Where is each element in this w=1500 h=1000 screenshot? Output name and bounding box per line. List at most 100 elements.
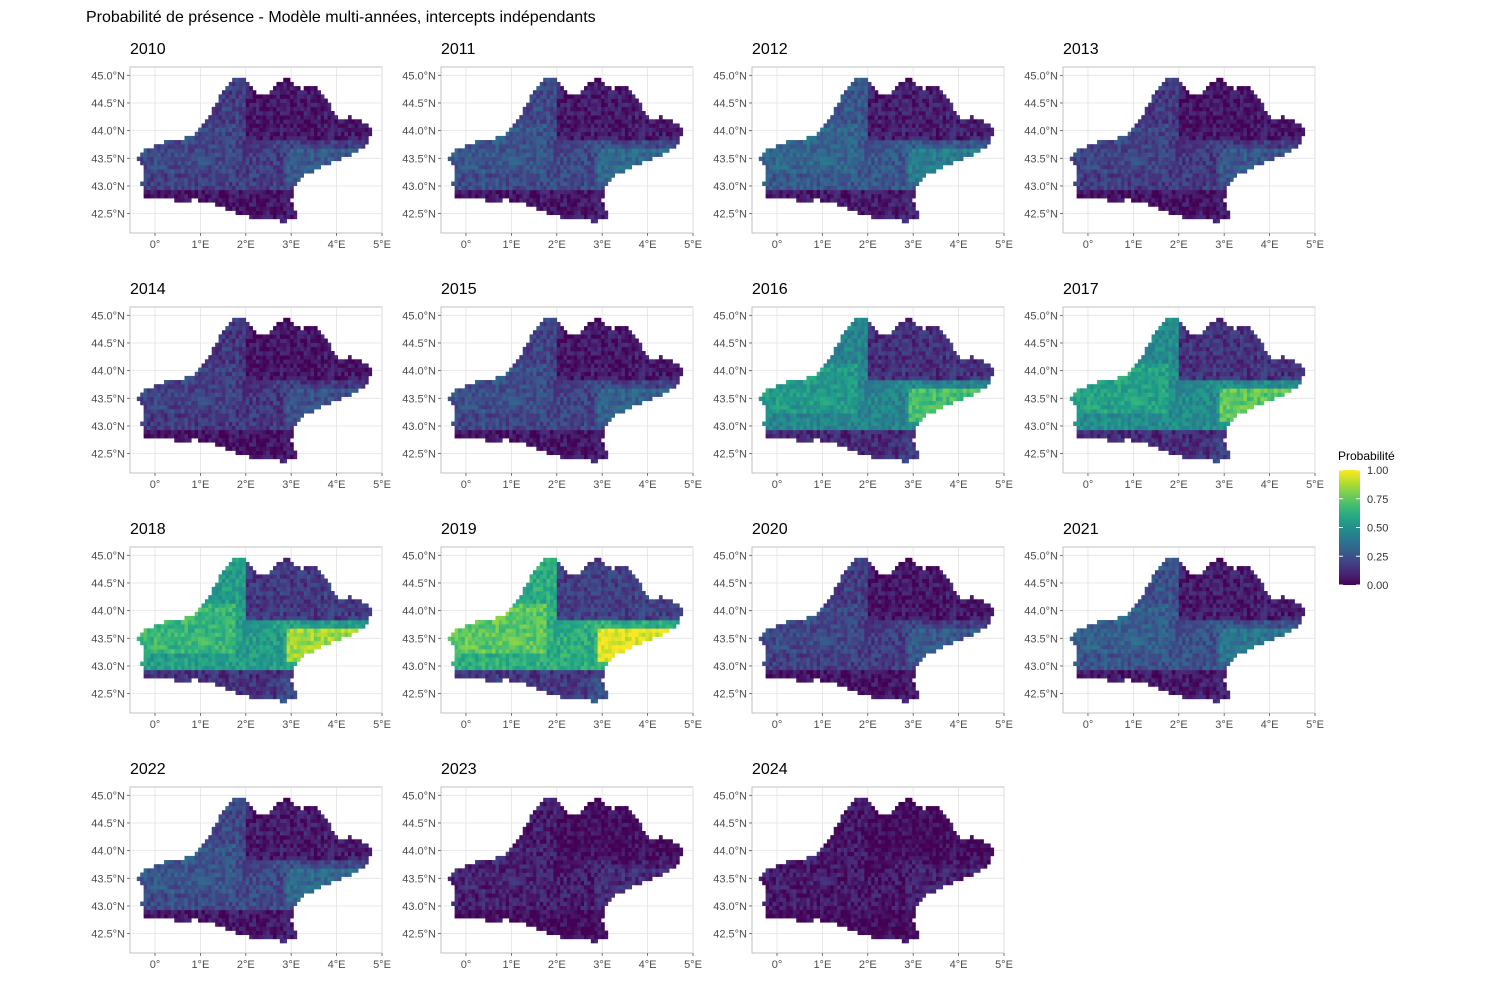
y-tick-label: 43.0°N xyxy=(91,421,125,433)
y-tick-label: 43.5°N xyxy=(1024,393,1058,405)
x-tick-label: 2°E xyxy=(548,479,566,491)
panel-title: 2022 xyxy=(130,761,166,778)
y-tick-label: 45.0°N xyxy=(713,550,747,562)
x-tick-label: 0° xyxy=(461,719,472,731)
y-tick-label: 44.0°N xyxy=(402,846,436,858)
x-tick-label: 5°E xyxy=(373,719,391,731)
x-tick-label: 4°E xyxy=(1261,719,1279,731)
x-tick-label: 1°E xyxy=(502,719,520,731)
legend-tick-label: 0.50 xyxy=(1367,523,1388,535)
y-tick-label: 44.5°N xyxy=(402,578,436,590)
x-tick-label: 1°E xyxy=(191,719,209,731)
y-tick-label: 42.5°N xyxy=(91,209,125,221)
panels: 2010 0° 1°E 2°E 3°E 4°E 5°E 42.5°N 43.0°N 43.5°N 4… xyxy=(91,41,1324,971)
probability-raster xyxy=(1069,557,1306,704)
y-tick-label: 42.5°N xyxy=(91,689,125,701)
panel-title: 2015 xyxy=(441,281,477,298)
x-tick-label: 1°E xyxy=(191,959,209,971)
y-tick-label: 42.5°N xyxy=(713,449,747,461)
x-tick-label: 0° xyxy=(461,959,472,971)
x-tick-label: 4°E xyxy=(950,239,968,251)
panel-2015: 2015 0° 1°E 2°E 3°E 4°E 5°E 42.5°N 43.0°N 43.5°N 4… xyxy=(402,281,702,491)
probability-raster xyxy=(136,557,373,704)
x-tick-label: 4°E xyxy=(950,719,968,731)
panel-2021: 2021 0° 1°E 2°E 3°E 4°E 5°E 42.5°N 43.0°N 43.5°N 4… xyxy=(1024,521,1324,731)
y-tick-label: 44.0°N xyxy=(91,846,125,858)
y-tick-label: 43.0°N xyxy=(1024,661,1058,673)
x-tick-label: 3°E xyxy=(1215,719,1233,731)
y-tick-label: 44.5°N xyxy=(713,818,747,830)
y-tick-label: 43.5°N xyxy=(402,873,436,885)
x-tick-label: 2°E xyxy=(237,719,255,731)
x-tick-label: 3°E xyxy=(904,239,922,251)
probability-raster xyxy=(1069,317,1306,464)
x-tick-label: 1°E xyxy=(191,479,209,491)
x-tick-label: 0° xyxy=(150,479,161,491)
x-tick-label: 0° xyxy=(772,239,783,251)
y-tick-label: 43.5°N xyxy=(1024,633,1058,645)
y-tick-label: 43.0°N xyxy=(713,901,747,913)
x-tick-label: 5°E xyxy=(995,959,1013,971)
x-tick-label: 5°E xyxy=(373,959,391,971)
x-tick-label: 2°E xyxy=(237,239,255,251)
y-tick-label: 43.0°N xyxy=(713,421,747,433)
probability-raster xyxy=(447,797,684,944)
x-tick-label: 1°E xyxy=(813,479,831,491)
x-tick-label: 4°E xyxy=(639,959,657,971)
legend: Probabilité 1.00 0.75 0.50 0.25 0.00 xyxy=(1338,449,1395,592)
y-tick-label: 44.5°N xyxy=(91,338,125,350)
x-tick-label: 0° xyxy=(772,479,783,491)
x-tick-label: 1°E xyxy=(502,239,520,251)
y-tick-label: 42.5°N xyxy=(91,449,125,461)
y-tick-label: 44.5°N xyxy=(402,98,436,110)
figure-title: Probabilité de présence - Modèle multi-a… xyxy=(86,9,596,26)
panel-title: 2013 xyxy=(1063,41,1099,58)
y-tick-label: 44.5°N xyxy=(713,338,747,350)
y-tick-label: 43.0°N xyxy=(713,661,747,673)
panel-title: 2010 xyxy=(130,41,166,58)
x-tick-label: 1°E xyxy=(813,719,831,731)
x-tick-label: 3°E xyxy=(904,479,922,491)
panel-title: 2016 xyxy=(752,281,788,298)
legend-title: Probabilité xyxy=(1338,449,1395,463)
x-tick-label: 1°E xyxy=(502,479,520,491)
x-tick-label: 3°E xyxy=(282,719,300,731)
panel-2016: 2016 0° 1°E 2°E 3°E 4°E 5°E 42.5°N 43.0°N 43.5°N 4… xyxy=(713,281,1013,491)
y-tick-label: 42.5°N xyxy=(402,689,436,701)
y-tick-label: 43.0°N xyxy=(91,661,125,673)
panel-title: 2018 xyxy=(130,521,166,538)
y-tick-label: 43.5°N xyxy=(402,393,436,405)
y-tick-label: 45.0°N xyxy=(91,790,125,802)
x-tick-label: 2°E xyxy=(859,959,877,971)
x-tick-label: 4°E xyxy=(639,239,657,251)
y-tick-label: 44.5°N xyxy=(1024,338,1058,350)
y-tick-label: 44.0°N xyxy=(713,126,747,138)
panel-2011: 2011 0° 1°E 2°E 3°E 4°E 5°E 42.5°N 43.0°N 43.5°N 4… xyxy=(402,41,702,251)
legend-tick-label: 0.75 xyxy=(1367,494,1388,506)
y-tick-label: 43.5°N xyxy=(91,393,125,405)
y-tick-label: 44.5°N xyxy=(1024,98,1058,110)
panel-2018: 2018 0° 1°E 2°E 3°E 4°E 5°E 42.5°N 43.0°N 43.5°N 4… xyxy=(91,521,391,731)
y-tick-label: 42.5°N xyxy=(402,209,436,221)
x-tick-label: 1°E xyxy=(1124,719,1142,731)
y-tick-label: 45.0°N xyxy=(1024,70,1058,82)
y-tick-label: 44.0°N xyxy=(1024,366,1058,378)
panel-2019: 2019 0° 1°E 2°E 3°E 4°E 5°E 42.5°N 43.0°N 43.5°N 4… xyxy=(402,521,702,731)
x-tick-label: 0° xyxy=(772,719,783,731)
y-tick-label: 44.5°N xyxy=(713,98,747,110)
panel-2012: 2012 0° 1°E 2°E 3°E 4°E 5°E 42.5°N 43.0°N 43.5°N 4… xyxy=(713,41,1013,251)
y-tick-label: 44.0°N xyxy=(402,606,436,618)
y-tick-label: 43.5°N xyxy=(713,633,747,645)
probability-raster xyxy=(447,317,684,464)
y-tick-label: 42.5°N xyxy=(91,929,125,941)
x-tick-label: 3°E xyxy=(1215,479,1233,491)
y-tick-label: 43.5°N xyxy=(713,873,747,885)
x-tick-label: 0° xyxy=(461,239,472,251)
y-tick-label: 45.0°N xyxy=(402,550,436,562)
x-tick-label: 4°E xyxy=(328,479,346,491)
x-tick-label: 5°E xyxy=(1306,479,1324,491)
x-tick-label: 5°E xyxy=(684,719,702,731)
x-tick-label: 5°E xyxy=(995,719,1013,731)
probability-raster xyxy=(136,317,373,464)
